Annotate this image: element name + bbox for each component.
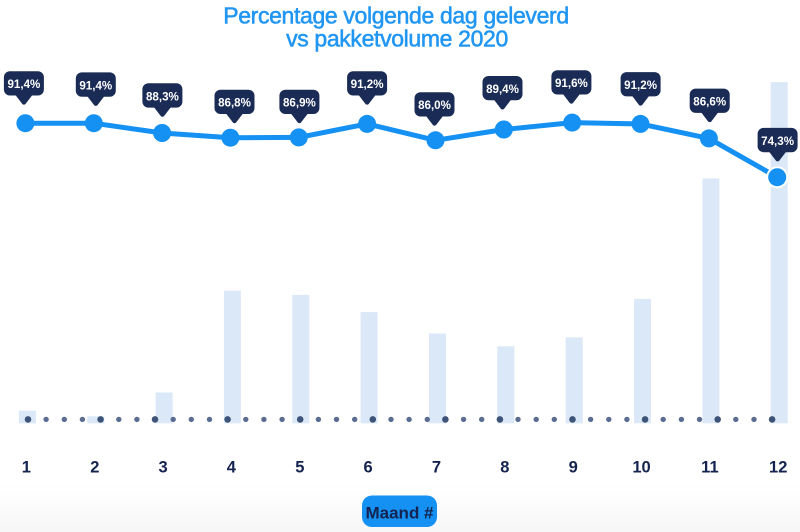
svg-text:11: 11 <box>701 459 718 477</box>
svg-text:89,4%: 89,4% <box>486 83 519 96</box>
svg-text:1: 1 <box>22 459 31 477</box>
svg-text:4: 4 <box>227 459 237 477</box>
svg-text:86,6%: 86,6% <box>693 96 726 109</box>
svg-text:vs pakketvolume 2020: vs pakketvolume 2020 <box>286 26 508 52</box>
svg-text:86,0%: 86,0% <box>418 99 451 112</box>
svg-text:91,2%: 91,2% <box>351 78 384 91</box>
svg-text:86,8%: 86,8% <box>218 97 251 110</box>
svg-text:91,4%: 91,4% <box>7 78 40 91</box>
svg-text:91,6%: 91,6% <box>555 77 588 90</box>
svg-text:7: 7 <box>432 459 441 477</box>
svg-text:12: 12 <box>769 459 787 477</box>
svg-text:91,2%: 91,2% <box>624 79 657 92</box>
svg-text:6: 6 <box>364 459 373 477</box>
svg-text:10: 10 <box>632 459 650 477</box>
svg-text:74,3%: 74,3% <box>761 135 794 148</box>
svg-text:91,4%: 91,4% <box>79 79 112 92</box>
svg-text:Maand #: Maand # <box>365 503 434 522</box>
svg-text:5: 5 <box>295 459 304 477</box>
svg-text:Percentage volgende dag geleve: Percentage volgende dag geleverd <box>223 3 569 29</box>
svg-text:9: 9 <box>569 459 578 477</box>
svg-text:88,3%: 88,3% <box>146 90 179 103</box>
svg-text:8: 8 <box>500 459 509 477</box>
svg-text:3: 3 <box>159 459 168 477</box>
svg-text:86,9%: 86,9% <box>283 97 316 110</box>
svg-text:2: 2 <box>90 459 99 477</box>
